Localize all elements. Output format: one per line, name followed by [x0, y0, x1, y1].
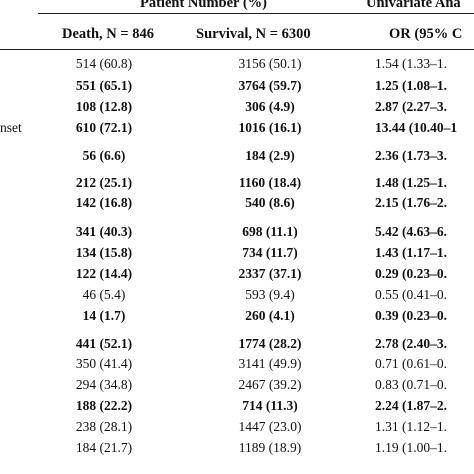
cell-death: 134 (15.8) [75, 245, 133, 260]
cell-death: 341 (40.3) [75, 224, 133, 239]
cell-survival: 306 (4.9) [245, 99, 295, 114]
cell-odds-ratio: 0.29 (0.23–0. [375, 266, 447, 281]
cell-odds-ratio: 0.71 (0.61–0. [375, 356, 447, 371]
cell-odds-ratio: 1.48 (1.25–1. [375, 175, 447, 190]
col-header-death: Death, N = 846 [62, 26, 155, 42]
cell-survival: 698 (11.1) [242, 224, 298, 239]
cell-odds-ratio: 13.44 (10.40–1 [375, 120, 458, 135]
cell-odds-ratio: 2.78 (2.40–3. [375, 336, 447, 351]
cell-survival: 184 (2.9) [245, 148, 295, 163]
cell-survival: 1447 (23.0) [238, 419, 302, 434]
cell-death: 212 (25.1) [75, 175, 133, 190]
cell-death: 238 (28.1) [75, 419, 133, 434]
cell-odds-ratio: 1.25 (1.08–1. [375, 78, 447, 93]
cell-survival: 714 (11.3) [242, 398, 298, 413]
cell-odds-ratio: 1.19 (1.00–1. [375, 440, 447, 455]
cell-death: 142 (16.8) [75, 195, 133, 210]
cell-odds-ratio: 2.15 (1.76–2. [375, 195, 447, 210]
cell-odds-ratio: 0.83 (0.71–0. [375, 377, 447, 392]
cell-survival: 3156 (50.1) [238, 56, 302, 71]
header-rule [38, 13, 474, 14]
row-label-fragment: nset [0, 120, 22, 135]
cell-survival: 540 (8.6) [245, 195, 295, 210]
cell-death: 294 (34.8) [75, 377, 133, 392]
cell-death: 441 (52.1) [75, 336, 133, 351]
cell-survival: 734 (11.7) [242, 245, 298, 260]
cell-odds-ratio: 2.36 (1.73–3. [375, 148, 447, 163]
cell-death: 514 (60.8) [75, 56, 133, 71]
cell-odds-ratio: 2.24 (1.87–2. [375, 398, 447, 413]
subheader-rule [0, 49, 474, 50]
cell-survival: 260 (4.1) [245, 308, 295, 323]
cell-death: 122 (14.4) [75, 266, 133, 281]
cell-odds-ratio: 2.87 (2.27–3. [375, 99, 447, 114]
cell-death: 350 (41.4) [75, 356, 133, 371]
cell-death: 551 (65.1) [75, 78, 133, 93]
cell-death: 184 (21.7) [75, 440, 133, 455]
cell-survival: 2467 (39.2) [238, 377, 302, 392]
cell-survival: 3764 (59.7) [238, 78, 302, 93]
cell-survival: 3141 (49.9) [238, 356, 302, 371]
cell-survival: 2337 (37.1) [238, 266, 302, 281]
cell-death: 56 (6.6) [82, 148, 126, 163]
col-header-survival: Survival, N = 6300 [196, 26, 311, 42]
cell-odds-ratio: 1.43 (1.17–1. [375, 245, 447, 260]
cell-death: 108 (12.8) [75, 99, 133, 114]
cell-odds-ratio: 0.55 (0.41–0. [375, 287, 447, 302]
cell-death: 610 (72.1) [75, 120, 133, 135]
col-header-or: OR (95% C [389, 26, 463, 42]
cell-odds-ratio: 1.31 (1.12–1. [375, 419, 447, 434]
cell-death: 14 (1.7) [82, 308, 126, 323]
header-univariate-analysis: Univariate Ana [366, 0, 461, 11]
header-patient-number: Patient Number (%) [140, 0, 267, 11]
cell-survival: 1160 (18.4) [238, 175, 302, 190]
cell-survival: 1189 (18.9) [238, 440, 302, 455]
cell-death: 188 (22.2) [75, 398, 133, 413]
cell-odds-ratio: 0.39 (0.23–0. [375, 308, 447, 323]
cell-odds-ratio: 5.42 (4.63–6. [375, 224, 447, 239]
cell-death: 46 (5.4) [82, 287, 126, 302]
cell-survival: 1016 (16.1) [238, 120, 302, 135]
cell-odds-ratio: 1.54 (1.33–1. [375, 56, 447, 71]
cell-survival: 593 (9.4) [245, 287, 295, 302]
cell-survival: 1774 (28.2) [238, 336, 302, 351]
